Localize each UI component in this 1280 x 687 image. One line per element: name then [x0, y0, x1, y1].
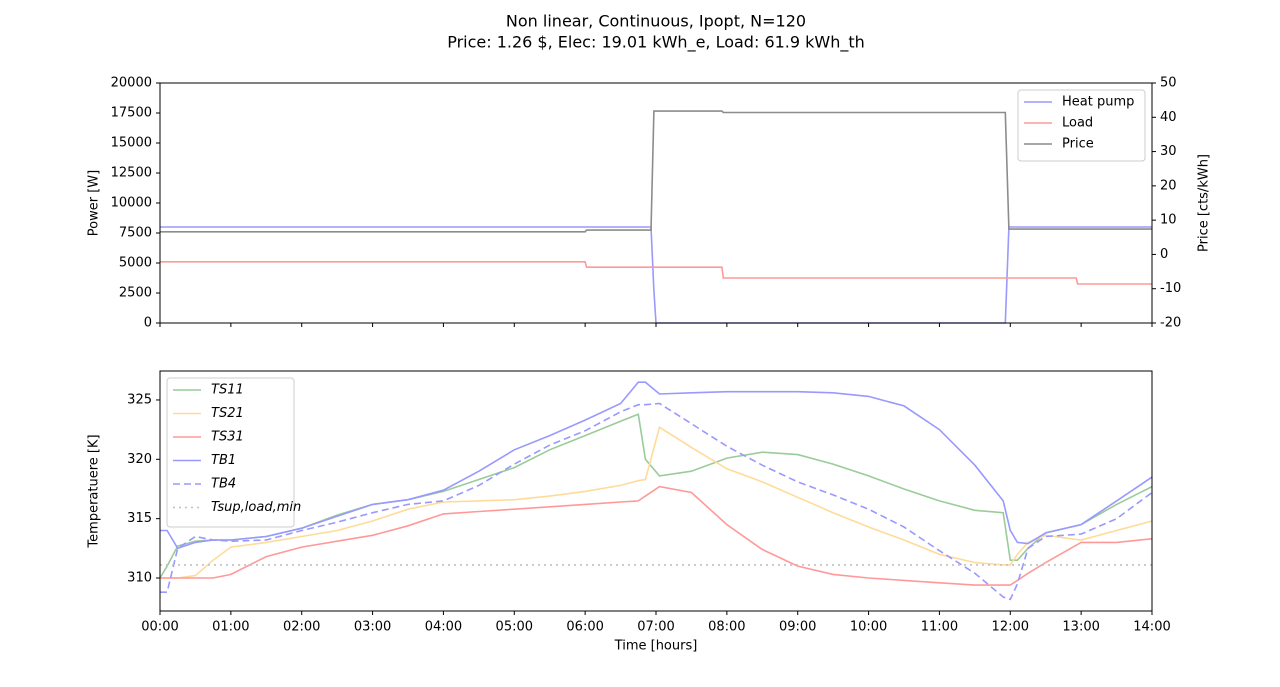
legend-box: [166, 377, 295, 528]
series-line: [160, 110, 1152, 233]
series-line: [160, 426, 1153, 579]
x-tick-label: 09:00: [779, 620, 816, 635]
y-tick-label: 15000: [111, 136, 152, 151]
y-tick-label: 5000: [119, 256, 152, 271]
y-tick-label: 20000: [111, 76, 152, 91]
chart-title: Non linear, Continuous, Ipopt, N=120: [506, 12, 806, 31]
x-tick-label: 11:00: [921, 620, 958, 635]
x-tick-label: 06:00: [566, 620, 603, 635]
x-tick-label: 10:00: [850, 620, 887, 635]
x-tick-label: 13:00: [1062, 620, 1099, 635]
legend-label: Tsup,load,min: [211, 500, 301, 515]
x-tick-label: 02:00: [283, 620, 320, 635]
y2-tick-label: 50: [1160, 76, 1177, 91]
x-tick-label: 07:00: [637, 620, 674, 635]
y-tick-label: 0: [144, 316, 152, 331]
x-tick-label: 12:00: [992, 620, 1029, 635]
y-tick-label: 7500: [119, 226, 152, 241]
legend-label: Load: [1062, 116, 1093, 131]
y2-tick-label: 40: [1160, 110, 1177, 125]
x-tick-label: 03:00: [354, 620, 391, 635]
x-tick-label: 00:00: [141, 620, 178, 635]
x-axis-label: Time [hours]: [614, 639, 698, 654]
y2-tick-label: 10: [1160, 213, 1177, 228]
y-tick-label: 325: [127, 392, 152, 407]
y-tick-label: 17500: [111, 106, 152, 121]
series-line: [160, 402, 1153, 601]
y-tick-label: 10000: [111, 196, 152, 211]
y-tick-label: 12500: [111, 166, 152, 181]
y2-tick-label: 0: [1160, 247, 1168, 262]
chart-subtitle: Price: 1.26 $, Elec: 19.01 kWh_e, Load: …: [447, 33, 865, 53]
legend-label: Heat pump: [1062, 95, 1134, 110]
series-line: [160, 261, 1152, 285]
y-axis-label: Temperatuere [K]: [87, 434, 102, 548]
series-line: [160, 381, 1153, 550]
x-tick-label: 14:00: [1133, 620, 1170, 635]
y-tick-label: 310: [127, 571, 152, 586]
y-tick-label: 315: [127, 511, 152, 526]
y-tick-label: 320: [127, 452, 152, 467]
x-tick-label: 01:00: [212, 620, 249, 635]
legend-label: TB4: [211, 477, 236, 492]
y2-tick-label: -20: [1160, 316, 1181, 331]
legend-label: TS11: [211, 383, 244, 398]
y-tick-label: 2500: [119, 286, 152, 301]
legend-label: TS31: [211, 430, 244, 445]
y-axis-label: Power [W]: [87, 170, 102, 236]
legend-label: TB1: [211, 453, 236, 468]
y2-tick-label: 30: [1160, 144, 1177, 159]
x-tick-label: 04:00: [425, 620, 462, 635]
y2-tick-label: -10: [1160, 281, 1181, 296]
series-line: [160, 485, 1153, 586]
y2-tick-label: 20: [1160, 178, 1177, 193]
x-tick-label: 08:00: [708, 620, 745, 635]
legend-label: TS21: [211, 406, 244, 421]
legend-label: Price: [1062, 137, 1094, 152]
y2-axis-label: Price [cts/kWh]: [1197, 154, 1212, 252]
x-tick-label: 05:00: [496, 620, 533, 635]
